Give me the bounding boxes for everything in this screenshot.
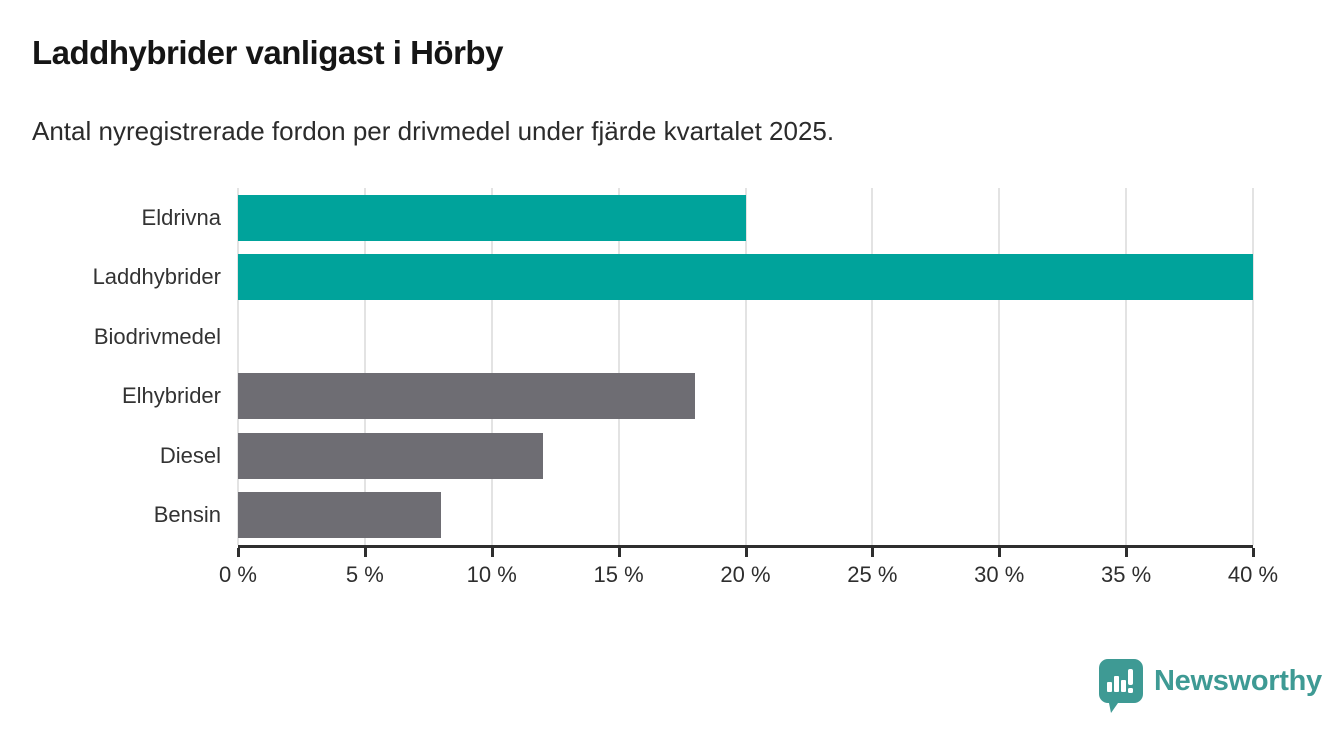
- category-label: Diesel: [159, 442, 221, 468]
- bar-row: Laddhybrider: [32, 248, 1253, 308]
- axis-tick: [617, 548, 621, 557]
- axis-tick: [998, 548, 1002, 557]
- category-label: Biodrivmedel: [93, 323, 221, 349]
- bar-track: [238, 314, 1253, 360]
- brand-name: Newsworthy: [1154, 664, 1322, 697]
- bar: [238, 254, 1253, 301]
- gridline: [1252, 188, 1254, 545]
- category-label: Elhybrider: [121, 383, 221, 409]
- gridline: [744, 188, 747, 545]
- axis-tick: [871, 548, 875, 557]
- bar-track: [238, 432, 1253, 479]
- gridline: [490, 188, 493, 545]
- axis-tick-label: 25 %: [847, 562, 898, 587]
- chart-subtitle: Antal nyregistrerade fordon per drivmede…: [32, 116, 835, 146]
- axis-tick-label: 0 %: [219, 562, 257, 587]
- gridline: [998, 188, 1001, 545]
- gridline: [871, 188, 874, 545]
- gridline: [1125, 188, 1128, 545]
- axis-tick-label: 20 %: [720, 562, 771, 587]
- bar-track: [238, 373, 1253, 420]
- newsworthy-logo: Newsworthy: [1098, 658, 1322, 714]
- bar: [238, 194, 746, 241]
- bar-track: [238, 194, 1253, 241]
- axis-tick: [1252, 548, 1255, 557]
- bar-row: Eldrivna: [32, 188, 1253, 248]
- axis-tick-label: 10 %: [466, 562, 517, 587]
- axis-tick-label: 40 %: [1227, 562, 1279, 587]
- chart-title: Laddhybrider vanligast i Hörby: [32, 34, 503, 71]
- axis-tick-label: 35 %: [1101, 562, 1152, 587]
- axis-tick: [1125, 548, 1129, 557]
- bar-row: Biodrivmedel: [32, 307, 1253, 367]
- gridline: [617, 188, 620, 545]
- plot-area: [237, 188, 1254, 545]
- bar-row: Elhybrider: [32, 367, 1253, 427]
- category-label: Eldrivna: [141, 204, 221, 230]
- newsworthy-chart-bubble-icon: [1099, 659, 1143, 713]
- axis-tick: [363, 548, 367, 557]
- axis-tick: [744, 548, 748, 557]
- bar: [238, 432, 543, 479]
- bar-row: Diesel: [32, 426, 1253, 486]
- bar-chart: Eldrivna Laddhybrider Biodrivmedel Elhybrid…: [32, 188, 1278, 608]
- bar: [238, 373, 695, 420]
- bar: [238, 492, 441, 539]
- x-axis: 0 % 5 % 10 % 15 % 20 % 25 % 30 % 35 % 40 %: [219, 545, 1278, 605]
- axis-tick: [490, 548, 494, 557]
- gridline: [363, 188, 366, 545]
- axis-tick-label: 5 %: [345, 562, 384, 587]
- axis-tick-label: 15 %: [593, 562, 644, 587]
- category-label: Bensin: [153, 502, 221, 528]
- bar-row: Bensin: [32, 486, 1253, 546]
- bar-track: [238, 492, 1253, 539]
- category-label: Laddhybrider: [92, 264, 221, 290]
- bar-rows: Eldrivna Laddhybrider Biodrivmedel Elhybrid…: [32, 188, 1253, 545]
- axis-tick-label: 30 %: [974, 562, 1025, 587]
- gridline: [237, 188, 239, 545]
- axis-tick: [237, 548, 240, 557]
- bar-track: [238, 254, 1253, 301]
